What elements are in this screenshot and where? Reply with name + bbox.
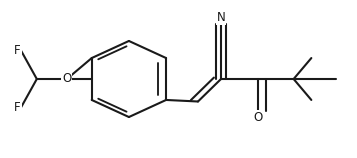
- Text: N: N: [217, 11, 225, 24]
- Text: F: F: [14, 101, 21, 114]
- Text: O: O: [253, 111, 263, 124]
- Text: F: F: [14, 44, 21, 57]
- Text: O: O: [62, 73, 71, 85]
